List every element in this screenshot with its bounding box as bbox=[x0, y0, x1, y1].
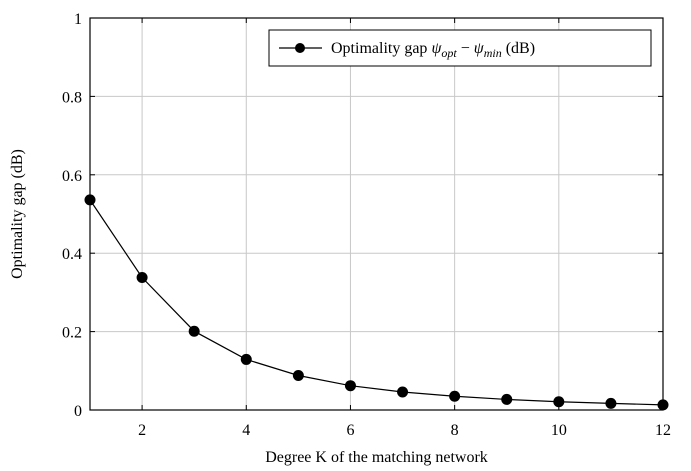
y-tick-label: 1 bbox=[74, 11, 82, 28]
data-point bbox=[188, 325, 200, 337]
y-tick-label: 0.4 bbox=[62, 246, 82, 263]
data-point bbox=[240, 353, 252, 365]
legend-marker bbox=[295, 43, 305, 53]
legend-box bbox=[268, 29, 652, 67]
x-tick-label: 4 bbox=[242, 422, 250, 439]
legend-sub-min: min bbox=[484, 46, 502, 60]
data-point bbox=[449, 390, 461, 402]
series-line bbox=[89, 199, 664, 406]
x-tick-label: 2 bbox=[138, 422, 146, 439]
data-point bbox=[553, 396, 565, 408]
data-point bbox=[605, 397, 617, 409]
x-axis-label: Degree K of the matching network bbox=[265, 449, 488, 466]
data-point bbox=[397, 386, 409, 398]
y-axis-label: Optimality gap (dB) bbox=[9, 149, 26, 279]
x-tick-label: 8 bbox=[451, 422, 459, 439]
data-point bbox=[501, 393, 513, 405]
data-point bbox=[136, 272, 148, 284]
legend: Optimality gap ψopt − ψmin (dB) bbox=[268, 29, 652, 67]
legend-sub-opt: opt bbox=[441, 46, 457, 60]
legend-label: Optimality gap ψopt − ψmin (dB) bbox=[331, 40, 535, 60]
x-tick-label: 10 bbox=[551, 422, 567, 439]
y-tick-label: 0.8 bbox=[62, 89, 82, 106]
legend-minus: − bbox=[457, 40, 474, 57]
legend-psi-min: ψ bbox=[474, 40, 485, 57]
data-point bbox=[344, 380, 356, 392]
legend-suffix: (dB) bbox=[502, 40, 535, 57]
axis-ticks: 2 4 6 8 10 12 0 0.2 0.4 0.6 0.8 1 bbox=[62, 11, 671, 439]
x-tick-label: 12 bbox=[655, 422, 671, 439]
y-tick-label: 0 bbox=[74, 403, 82, 420]
data-point bbox=[292, 370, 304, 382]
y-tick-label: 0.6 bbox=[62, 168, 82, 185]
grid-lines bbox=[90, 17, 664, 411]
legend-prefix: Optimality gap bbox=[331, 40, 431, 57]
plot-frame bbox=[89, 17, 664, 411]
y-tick-label: 0.2 bbox=[62, 325, 82, 342]
legend-psi-opt: ψ bbox=[431, 40, 442, 57]
series-layer bbox=[84, 194, 669, 411]
x-tick-label: 6 bbox=[346, 422, 354, 439]
